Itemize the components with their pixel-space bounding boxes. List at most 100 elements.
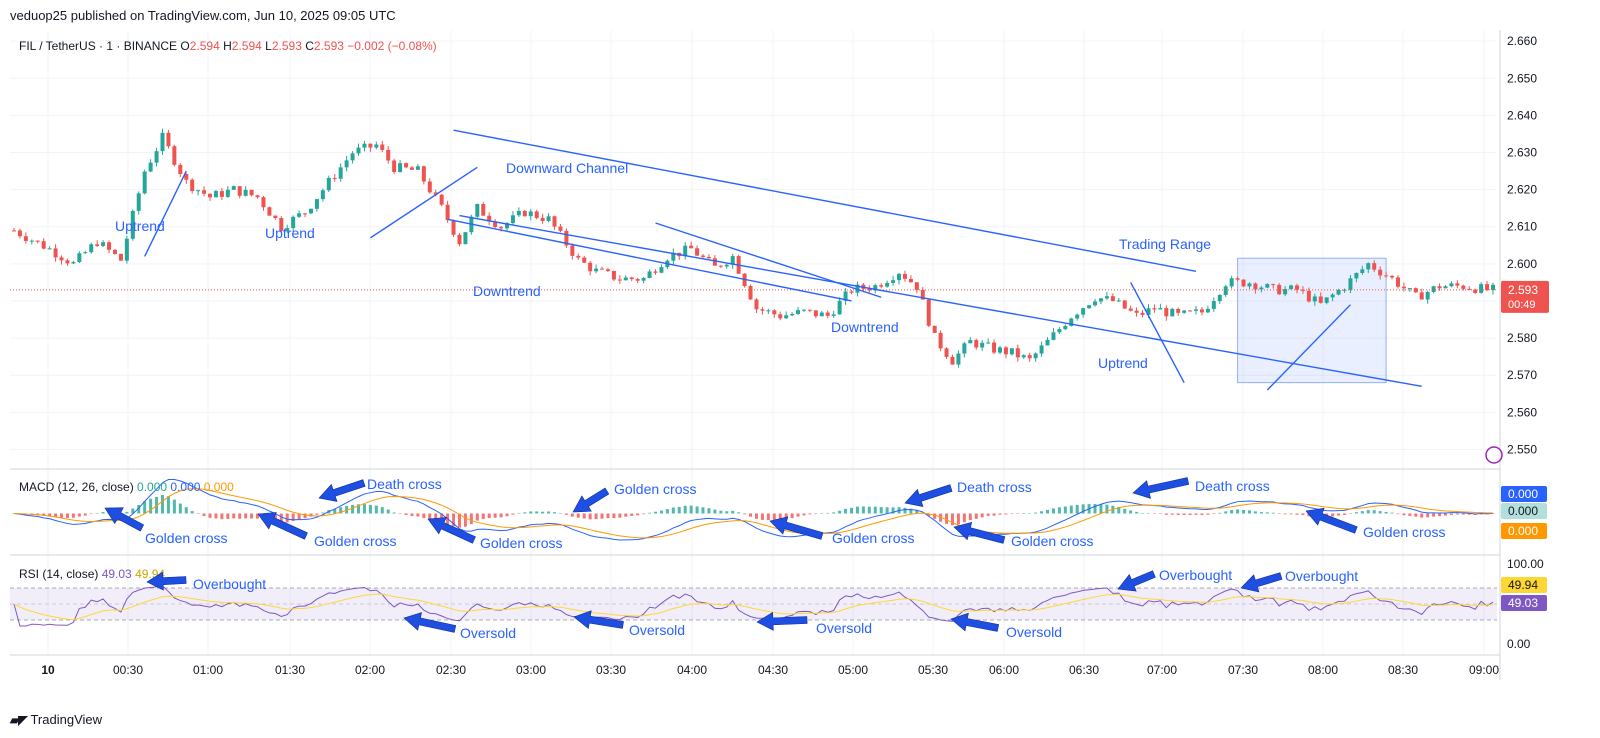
candle-body [956, 353, 961, 365]
macd-bar [83, 513, 87, 516]
candle [421, 165, 426, 185]
candle-body [754, 299, 759, 310]
macd-bar [457, 513, 461, 528]
candle [897, 272, 902, 285]
candle [154, 147, 159, 167]
candle [1467, 286, 1472, 291]
candle-body [926, 299, 931, 326]
macd-bar [986, 513, 990, 516]
candle [1104, 291, 1109, 301]
macd-bar [48, 513, 52, 517]
macd-bar [1194, 513, 1198, 515]
macd-axis-value: 0.000 [1508, 504, 1538, 518]
candle-body [219, 191, 224, 197]
trend-line [447, 218, 852, 302]
candle-body [1039, 345, 1044, 354]
macd-bar [303, 513, 307, 519]
label-uptrend-1: Uptrend [115, 218, 165, 234]
macd-bar [208, 513, 212, 518]
candle [576, 253, 581, 260]
macd-title: MACD (12, 26, close) 0.000 0.000 0.000 [19, 480, 234, 494]
candle [760, 306, 765, 315]
candle-body [1259, 287, 1264, 290]
candle [178, 163, 183, 178]
candle-body [1205, 308, 1210, 313]
macd-bar [671, 507, 675, 514]
candle [1003, 345, 1008, 359]
macd-bar [434, 513, 438, 522]
candle-body [1170, 308, 1175, 317]
candle-body [1384, 275, 1389, 277]
candle-body [1033, 353, 1038, 359]
candle [172, 144, 177, 167]
candle [992, 339, 997, 354]
macd-bar [719, 510, 723, 514]
macd-bar [1069, 505, 1073, 514]
candle [1342, 288, 1347, 293]
macd-bar [1164, 513, 1168, 515]
candle-body [1188, 310, 1193, 312]
macd-bar [511, 513, 515, 515]
candle-body [552, 216, 557, 227]
macd-bar [927, 513, 931, 517]
candle [1229, 275, 1234, 289]
candle [1211, 297, 1216, 312]
candle [35, 240, 40, 244]
candle [635, 278, 640, 284]
candle [267, 206, 272, 216]
candle-body [1128, 308, 1133, 311]
candle-body [1152, 308, 1157, 310]
candle [605, 267, 610, 273]
macd-bar [1117, 506, 1121, 514]
macd-bar [1396, 513, 1400, 515]
candle-body [510, 215, 515, 224]
label-trading-range: Trading Range [1119, 236, 1211, 252]
candle [683, 241, 688, 260]
rsi-value: 49.03 [102, 567, 135, 581]
candle [308, 208, 313, 215]
annotation-arrow [572, 487, 610, 513]
price-tick: 2.620 [1507, 183, 1537, 197]
candle [516, 207, 521, 218]
tradingview-logo[interactable]: ▰◤ TradingView [10, 712, 102, 727]
candle [1485, 280, 1490, 292]
candle [1051, 327, 1056, 341]
candle [552, 215, 557, 230]
candle-body [712, 258, 717, 266]
macd-bar [867, 506, 871, 514]
candle-body [273, 215, 278, 219]
candle [659, 264, 664, 274]
macd-bar [1408, 513, 1412, 516]
time-tick: 04:30 [758, 663, 788, 677]
candle-body [12, 230, 16, 232]
candle-body [398, 163, 403, 172]
candle [404, 162, 409, 169]
candle [837, 297, 842, 315]
candle [908, 275, 913, 283]
macd-axis-badge [1501, 523, 1547, 539]
label-oversold: Oversold [629, 622, 685, 638]
candle [83, 250, 88, 254]
macd-v2: 0.000 [170, 480, 203, 494]
macd-bar [1063, 506, 1067, 514]
candle-body [564, 230, 569, 246]
time-tick: 03:00 [516, 663, 546, 677]
macd-bar [362, 504, 366, 514]
candle [303, 212, 308, 218]
macd-bar [838, 510, 842, 514]
macd-bar [974, 513, 978, 519]
candle [118, 253, 123, 261]
macd-bar [760, 513, 764, 520]
macd-bar [1420, 513, 1424, 518]
candle-body [1027, 355, 1032, 359]
macd-bar [226, 513, 230, 519]
candle [297, 210, 302, 219]
candle [243, 186, 248, 197]
macd-bar [1188, 513, 1192, 515]
macd-bar [968, 513, 972, 521]
macd-bar [909, 508, 913, 514]
macd-bar [1135, 511, 1139, 514]
macd-bar [523, 512, 527, 514]
candle-body [202, 190, 207, 194]
